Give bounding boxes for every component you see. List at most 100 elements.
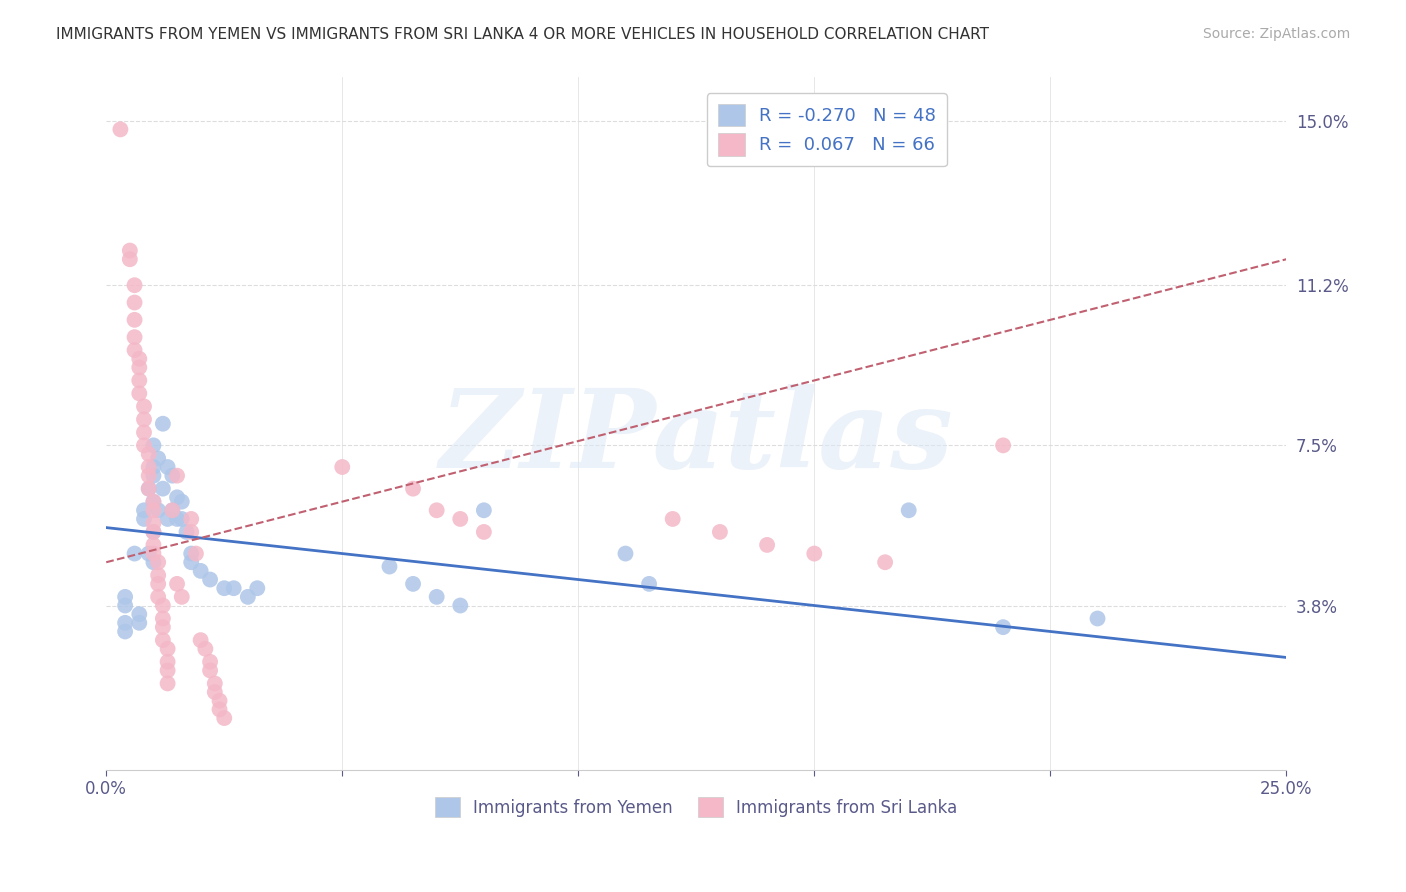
Point (114, 615, 136, 630)
Point (142, 460, 165, 475)
Point (156, 664, 179, 678)
Point (897, 503, 920, 517)
Point (180, 555, 202, 569)
Point (142, 468, 165, 483)
Point (170, 494, 193, 508)
Point (190, 633, 212, 648)
Point (222, 581, 245, 595)
Point (156, 676, 179, 690)
Point (709, 524, 731, 539)
Text: IMMIGRANTS FROM YEMEN VS IMMIGRANTS FROM SRI LANKA 4 OR MORE VEHICLES IN HOUSEHO: IMMIGRANTS FROM YEMEN VS IMMIGRANTS FROM… (56, 27, 990, 42)
Point (330, 460, 353, 475)
Point (118, 252, 141, 267)
Point (138, 468, 160, 483)
Point (190, 564, 212, 578)
Point (142, 538, 165, 552)
Point (166, 468, 188, 483)
Point (378, 559, 401, 574)
Point (162, 503, 184, 517)
Point (110, 122, 132, 136)
Point (803, 547, 825, 561)
Point (638, 577, 661, 591)
Point (118, 244, 141, 258)
Point (124, 330, 146, 344)
Point (138, 547, 160, 561)
Point (124, 313, 146, 327)
Point (138, 482, 160, 496)
Point (142, 516, 165, 531)
Point (156, 460, 179, 475)
Point (152, 633, 174, 648)
Point (142, 494, 165, 508)
Point (991, 620, 1014, 634)
Point (142, 503, 165, 517)
Point (204, 685, 226, 699)
Point (156, 655, 179, 669)
Point (166, 491, 188, 505)
Point (991, 438, 1014, 452)
Text: ZIPatlas: ZIPatlas (439, 384, 953, 491)
Point (146, 568, 169, 582)
Point (132, 412, 155, 426)
Point (198, 664, 221, 678)
Point (128, 386, 150, 401)
Point (146, 577, 169, 591)
Point (166, 512, 188, 526)
Point (138, 460, 160, 475)
Point (449, 599, 471, 613)
Point (875, 555, 897, 569)
Point (114, 599, 136, 613)
Point (1087, 611, 1109, 625)
Point (128, 373, 150, 387)
Point (449, 512, 471, 526)
Point (124, 295, 146, 310)
Point (124, 343, 146, 358)
Point (128, 360, 150, 375)
Point (166, 577, 188, 591)
Point (142, 555, 165, 569)
Point (142, 524, 165, 539)
Point (152, 599, 174, 613)
Point (426, 503, 449, 517)
Point (124, 278, 146, 293)
Point (132, 438, 155, 452)
Point (661, 512, 683, 526)
Point (212, 581, 235, 595)
Text: Source: ZipAtlas.com: Source: ZipAtlas.com (1202, 27, 1350, 41)
Point (128, 607, 150, 622)
Point (142, 494, 165, 508)
Point (198, 573, 221, 587)
Point (180, 512, 202, 526)
Point (236, 590, 259, 604)
Point (756, 538, 779, 552)
Point (180, 547, 202, 561)
Point (146, 555, 169, 569)
Point (246, 581, 269, 595)
Point (402, 577, 425, 591)
Point (152, 620, 174, 634)
Point (208, 702, 231, 716)
Legend: Immigrants from Yemen, Immigrants from Sri Lanka: Immigrants from Yemen, Immigrants from S… (429, 790, 965, 824)
Point (472, 503, 495, 517)
Point (114, 624, 136, 639)
Point (614, 547, 637, 561)
Point (152, 482, 174, 496)
Point (152, 417, 174, 431)
Point (152, 611, 174, 625)
Point (138, 482, 160, 496)
Point (142, 438, 165, 452)
Point (156, 641, 179, 656)
Point (156, 512, 179, 526)
Point (184, 547, 207, 561)
Point (194, 641, 217, 656)
Point (176, 524, 198, 539)
Point (132, 400, 155, 414)
Point (472, 524, 495, 539)
Point (132, 512, 155, 526)
Point (114, 590, 136, 604)
Point (170, 590, 193, 604)
Point (170, 512, 193, 526)
Point (146, 451, 169, 466)
Point (180, 524, 202, 539)
Point (138, 447, 160, 461)
